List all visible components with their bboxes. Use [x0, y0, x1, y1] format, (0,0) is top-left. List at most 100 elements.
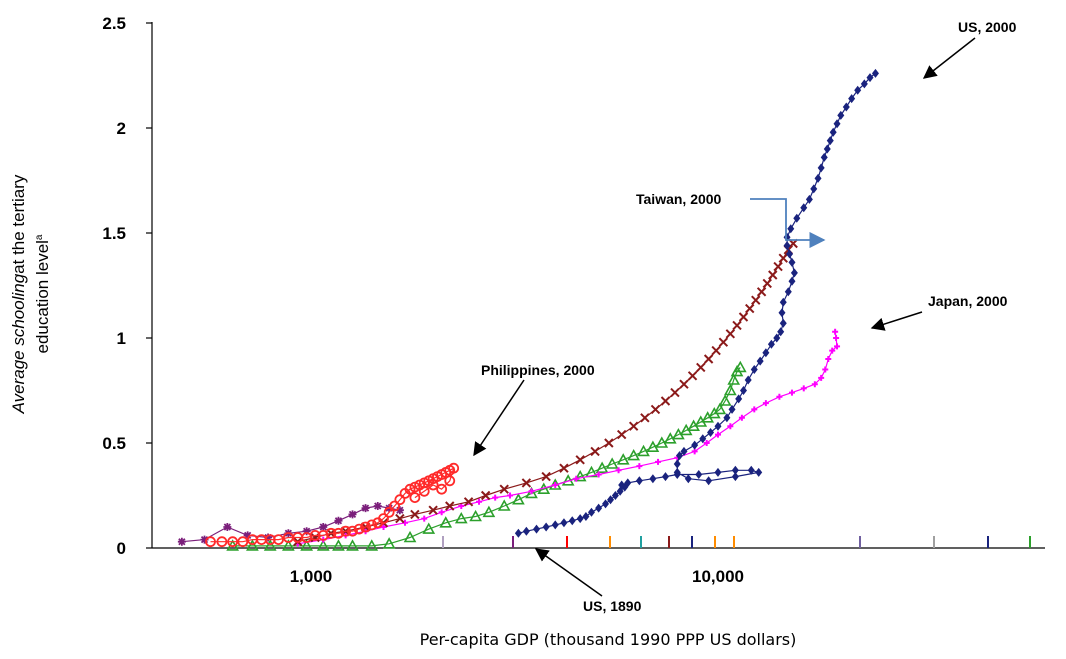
data-point-us: [842, 102, 850, 112]
series-line-japan: [297, 331, 838, 545]
data-point-korea: [454, 511, 468, 524]
data-point-japan: [438, 509, 445, 516]
data-point-us: [624, 478, 632, 488]
data-point-taiwan: [463, 497, 474, 507]
data-point-taiwan: [725, 329, 736, 339]
data-point-korea: [365, 539, 379, 551]
data-point-us: [649, 474, 657, 484]
data-point-japan: [811, 381, 818, 388]
data-point-us: [635, 476, 643, 486]
data-point-us: [514, 528, 522, 538]
data-point-other: [373, 502, 382, 510]
data-point-korea: [616, 453, 630, 465]
data-point-taiwan: [773, 261, 783, 272]
data-point-philippines: [340, 525, 352, 537]
series-us: [514, 68, 879, 538]
data-point-us: [777, 327, 785, 337]
data-point-japan: [714, 431, 721, 438]
data-point-korea: [263, 539, 277, 551]
data-point-us: [691, 440, 699, 450]
data-point-other: [361, 504, 370, 513]
data-point-taiwan: [762, 278, 772, 289]
data-point-us: [735, 394, 743, 404]
data-point-taiwan: [499, 484, 509, 494]
data-point-philippines: [227, 536, 239, 548]
annotation-us-2000: US, 2000: [958, 19, 1017, 35]
y-tick-label: 1.5: [102, 224, 126, 243]
data-point-korea: [727, 373, 741, 385]
data-point-japan: [825, 356, 832, 362]
data-point-us: [731, 465, 739, 475]
data-point-korea: [723, 383, 737, 396]
data-point-philippines: [444, 475, 456, 487]
series-korea: [226, 360, 747, 551]
data-point-japan: [727, 423, 734, 430]
data-point-us: [673, 459, 681, 469]
data-point-philippines: [333, 527, 344, 539]
data-point-us: [595, 503, 603, 513]
data-point-japan: [776, 393, 783, 400]
data-point-taiwan: [756, 287, 767, 297]
data-point-us: [582, 512, 590, 521]
data-point-japan: [751, 406, 758, 413]
data-point-us: [814, 173, 822, 183]
data-point-us: [829, 127, 837, 137]
data-point-us: [787, 224, 795, 234]
data-point-us: [576, 514, 584, 524]
data-point-philippines: [404, 483, 416, 495]
data-point-us: [587, 507, 595, 517]
data-point-japan: [615, 467, 622, 474]
annotation-japan-2000: Japan, 2000: [928, 293, 1008, 309]
data-point-taiwan: [559, 463, 569, 473]
data-point-japan: [833, 335, 840, 341]
data-point-us: [788, 257, 796, 267]
data-point-us: [790, 268, 798, 278]
y-axis-label-italic: Average schooling: [9, 273, 28, 414]
y-axis-label-line2: education levela: [33, 234, 52, 353]
data-point-korea: [316, 539, 330, 551]
data-point-us: [522, 526, 530, 536]
y-tick-labels: 0 0.5 1 1.5 2 2.5: [102, 14, 126, 558]
series-line-korea: [232, 367, 741, 547]
data-point-us: [779, 297, 787, 307]
axes: [146, 22, 1045, 549]
data-point-other: [223, 523, 232, 531]
data-point-us: [676, 451, 684, 461]
series-philippines: [205, 462, 460, 548]
data-point-us: [854, 85, 862, 95]
x-tick-labels: 1,000 10,000: [290, 567, 744, 586]
data-point-korea: [733, 360, 747, 373]
data-point-us: [723, 413, 731, 423]
data-point-japan: [818, 374, 825, 381]
data-point-korea: [246, 539, 259, 551]
data-point-korea: [282, 539, 295, 551]
data-point-other: [348, 510, 357, 519]
data-point-us: [826, 136, 834, 146]
annotation-taiwan-2000: Taiwan, 2000: [636, 191, 722, 207]
data-point-us: [750, 365, 758, 374]
x-axis-label: Per-capita GDP (thousand 1990 PPP US dol…: [420, 630, 797, 649]
data-point-japan: [507, 492, 514, 499]
data-point-taiwan: [696, 362, 706, 373]
data-point-us: [762, 348, 770, 358]
data-point-us: [744, 375, 752, 385]
data-point-philippines: [448, 462, 460, 474]
annotation-philippines-2000: Philippines, 2000: [481, 362, 595, 378]
data-point-taiwan: [738, 312, 749, 322]
data-point-korea: [512, 493, 525, 505]
data-point-us: [699, 434, 707, 444]
x-tick-label: 10,000: [692, 567, 744, 586]
data-point-us: [714, 467, 722, 477]
data-point-us: [784, 287, 792, 297]
data-point-japan: [552, 482, 559, 488]
data-point-philippines: [394, 494, 406, 506]
annotation-arrow: [922, 37, 976, 79]
data-point-korea: [646, 440, 660, 452]
data-point-us: [684, 474, 692, 484]
data-point-us: [533, 524, 541, 534]
data-point-taiwan: [616, 429, 627, 440]
data-point-philippines: [237, 536, 249, 548]
y-axis-label-rest: at the tertiary: [9, 174, 28, 274]
y-tick-label: 0: [117, 539, 126, 558]
data-point-korea: [346, 539, 359, 551]
